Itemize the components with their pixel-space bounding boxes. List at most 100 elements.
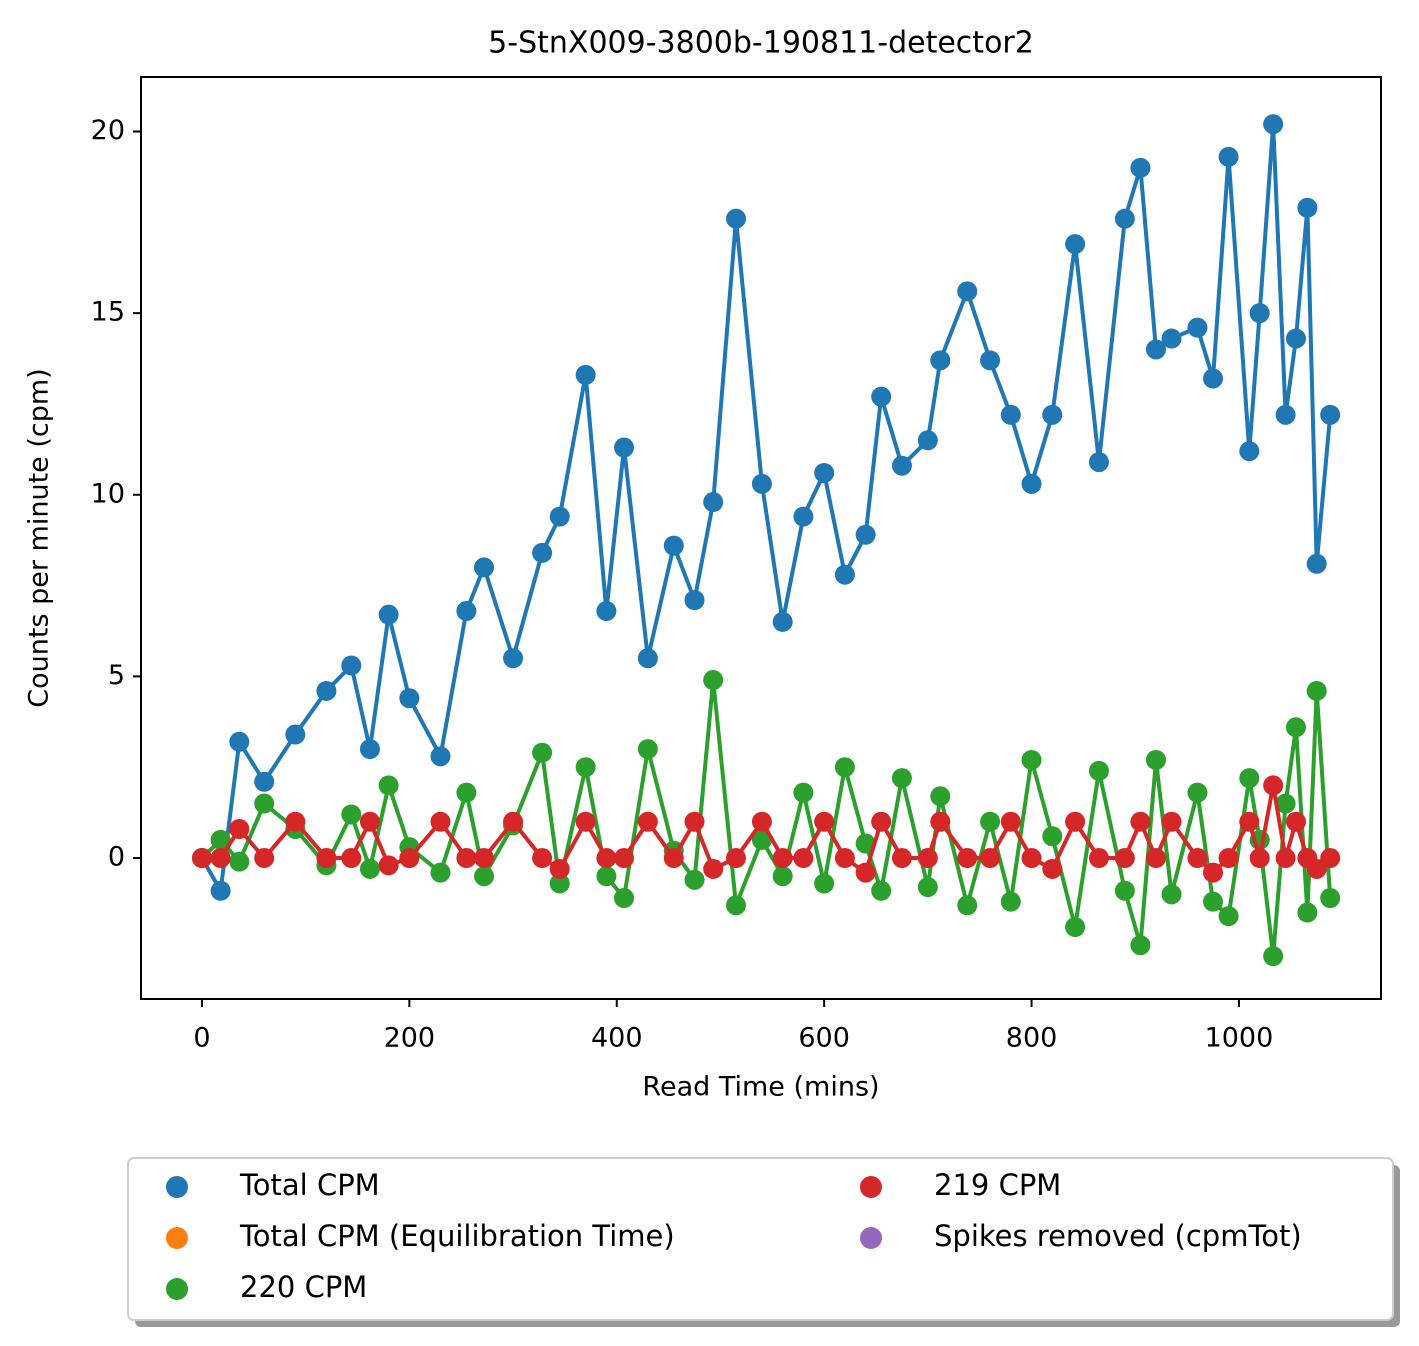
marker bbox=[1130, 157, 1151, 178]
marker bbox=[684, 590, 705, 611]
marker bbox=[703, 858, 724, 879]
marker bbox=[930, 811, 951, 832]
marker bbox=[1306, 858, 1327, 879]
marker bbox=[456, 848, 477, 869]
marker bbox=[663, 848, 684, 869]
marker bbox=[575, 811, 596, 832]
marker bbox=[1285, 811, 1306, 832]
marker bbox=[726, 848, 747, 869]
marker bbox=[1249, 303, 1270, 324]
legend-box bbox=[127, 1157, 1394, 1321]
marker bbox=[1263, 946, 1284, 967]
marker bbox=[549, 506, 570, 527]
marker bbox=[957, 281, 978, 302]
marker bbox=[1297, 197, 1318, 218]
marker bbox=[855, 524, 876, 545]
marker bbox=[1275, 793, 1296, 814]
marker bbox=[917, 430, 938, 451]
marker bbox=[793, 848, 814, 869]
marker bbox=[456, 601, 477, 622]
marker bbox=[772, 848, 793, 869]
marker bbox=[871, 880, 892, 901]
marker bbox=[1187, 782, 1208, 803]
marker bbox=[1000, 404, 1021, 425]
series-line bbox=[200, 124, 1333, 897]
marker bbox=[814, 873, 835, 894]
marker bbox=[1239, 768, 1260, 789]
marker bbox=[341, 655, 362, 676]
marker bbox=[1285, 328, 1306, 349]
marker bbox=[1275, 848, 1296, 869]
marker bbox=[229, 731, 250, 752]
marker bbox=[980, 811, 1001, 832]
marker bbox=[1263, 775, 1284, 796]
marker bbox=[1203, 891, 1224, 912]
chart-title: 5-StnX009-3800b-190811-detector2 bbox=[488, 26, 1034, 61]
marker bbox=[1065, 234, 1086, 255]
marker bbox=[532, 742, 553, 763]
marker bbox=[1187, 848, 1208, 869]
marker bbox=[751, 473, 772, 494]
marker bbox=[474, 557, 495, 578]
marker bbox=[614, 848, 635, 869]
marker bbox=[378, 604, 399, 625]
marker bbox=[834, 757, 855, 778]
marker bbox=[1042, 404, 1063, 425]
marker bbox=[772, 866, 793, 887]
marker bbox=[1088, 452, 1109, 473]
marker bbox=[532, 848, 553, 869]
x-tick-label: 200 bbox=[384, 1023, 436, 1054]
marker bbox=[684, 811, 705, 832]
x-tick-label: 1000 bbox=[1205, 1023, 1274, 1054]
marker bbox=[378, 775, 399, 796]
marker bbox=[930, 786, 951, 807]
marker bbox=[229, 818, 250, 839]
legend-label: 220 CPM bbox=[240, 1270, 367, 1304]
marker bbox=[1042, 826, 1063, 847]
marker bbox=[1065, 811, 1086, 832]
marker bbox=[430, 811, 451, 832]
y-tick-label: 0 bbox=[108, 842, 125, 873]
marker bbox=[503, 648, 524, 669]
marker bbox=[1239, 441, 1260, 462]
marker bbox=[1145, 339, 1166, 360]
marker bbox=[1161, 328, 1182, 349]
marker bbox=[1285, 717, 1306, 738]
marker bbox=[1042, 858, 1063, 879]
marker bbox=[1203, 368, 1224, 389]
marker bbox=[1065, 917, 1086, 938]
marker bbox=[254, 793, 275, 814]
plot-frame bbox=[140, 76, 1382, 1000]
marker bbox=[1218, 906, 1239, 927]
marker bbox=[814, 462, 835, 483]
marker bbox=[793, 506, 814, 527]
marker bbox=[285, 724, 306, 745]
legend-marker bbox=[166, 1176, 188, 1198]
marker bbox=[1320, 848, 1341, 869]
marker bbox=[1000, 891, 1021, 912]
marker bbox=[957, 895, 978, 916]
legend-label: Total CPM bbox=[239, 1168, 380, 1202]
marker bbox=[456, 782, 477, 803]
marker bbox=[1114, 880, 1135, 901]
marker bbox=[341, 848, 362, 869]
marker bbox=[1320, 404, 1341, 425]
marker bbox=[474, 866, 495, 887]
marker bbox=[341, 804, 362, 825]
marker bbox=[316, 848, 337, 869]
y-tick-label: 10 bbox=[91, 478, 125, 509]
marker bbox=[285, 811, 306, 832]
marker bbox=[596, 848, 617, 869]
marker bbox=[980, 350, 1001, 371]
marker bbox=[1088, 848, 1109, 869]
marker bbox=[359, 739, 380, 760]
marker bbox=[1203, 862, 1224, 883]
marker bbox=[1187, 317, 1208, 338]
marker bbox=[549, 873, 570, 894]
x-tick-label: 0 bbox=[193, 1023, 210, 1054]
marker bbox=[1000, 811, 1021, 832]
marker bbox=[871, 811, 892, 832]
marker bbox=[614, 888, 635, 909]
marker bbox=[1088, 760, 1109, 781]
legend-marker bbox=[166, 1278, 188, 1300]
